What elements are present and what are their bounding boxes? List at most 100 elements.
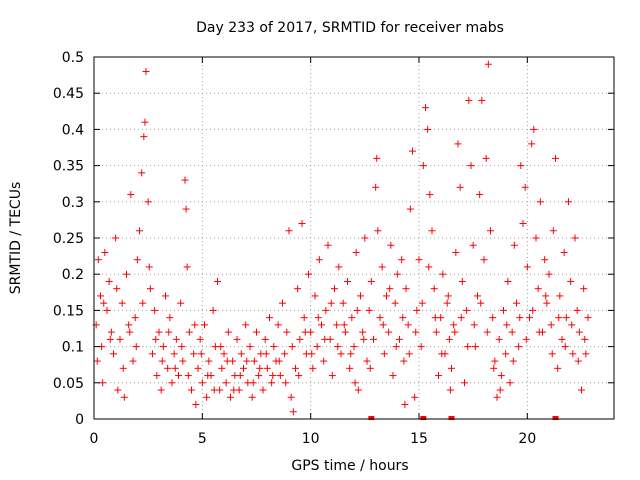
data-point	[504, 277, 512, 285]
y-tick-label: 0.15	[53, 303, 84, 319]
data-point	[565, 198, 572, 206]
data-point	[476, 191, 484, 199]
data-point	[480, 256, 488, 264]
y-tick-label: 0.05	[53, 376, 84, 392]
data-point	[322, 306, 330, 314]
data-point	[334, 343, 342, 351]
data-point	[210, 386, 218, 394]
data-point	[457, 314, 465, 322]
data-point	[287, 393, 295, 401]
data-point	[483, 328, 491, 336]
x-tick-labels: 0 5 10 15 20	[90, 431, 537, 447]
data-point	[289, 408, 297, 416]
data-point	[94, 256, 102, 264]
data-point	[194, 364, 202, 372]
data-point	[493, 393, 501, 401]
data-point	[458, 277, 466, 285]
data-point	[380, 350, 388, 358]
data-point	[405, 350, 413, 358]
data-point	[348, 314, 356, 322]
data-point	[246, 343, 254, 351]
data-point	[190, 350, 198, 358]
data-point	[503, 321, 511, 329]
data-point	[153, 372, 161, 380]
data-point	[321, 335, 329, 343]
data-point	[578, 386, 585, 394]
data-point	[417, 343, 425, 351]
data-point	[489, 314, 497, 322]
data-point	[510, 241, 518, 249]
data-point	[103, 306, 111, 314]
data-point	[205, 357, 213, 365]
data-point	[170, 350, 178, 358]
data-point	[126, 328, 134, 336]
data-point	[268, 379, 276, 387]
data-point	[296, 335, 304, 343]
data-point	[298, 220, 306, 228]
baseline-marker	[368, 416, 375, 420]
data-point	[149, 350, 156, 358]
data-point	[113, 285, 121, 293]
y-tick-labels: 0 0.05 0.1 0.15 0.2 0.25 0.3 0.35 0.4 0.45 0.5	[53, 50, 84, 428]
data-point	[400, 357, 408, 365]
data-point	[114, 386, 122, 394]
y-tick-label: 0.25	[53, 231, 84, 247]
data-point	[256, 364, 264, 372]
y-tick-label: 0.5	[62, 50, 84, 66]
data-point	[366, 364, 374, 372]
data-point	[519, 220, 527, 228]
data-point	[270, 343, 278, 351]
data-point	[386, 285, 394, 293]
data-point	[112, 234, 120, 242]
data-point	[422, 104, 429, 112]
data-point	[162, 292, 169, 300]
data-point	[139, 299, 147, 307]
data-point	[328, 372, 336, 380]
data-point	[542, 292, 550, 300]
data-point	[451, 328, 459, 336]
data-point	[467, 162, 475, 170]
data-point	[279, 299, 286, 307]
x-tick-label: 0	[90, 431, 99, 447]
data-point	[350, 343, 358, 351]
data-point	[484, 60, 492, 68]
data-point	[389, 372, 397, 380]
data-point	[175, 372, 182, 380]
data-point	[152, 335, 160, 343]
y-tick-label: 0.35	[53, 159, 84, 175]
data-point	[379, 321, 387, 329]
data-point	[552, 154, 559, 162]
data-point	[223, 357, 231, 365]
data-point	[495, 335, 503, 343]
data-point	[413, 306, 421, 314]
data-point	[253, 328, 260, 336]
data-point	[454, 140, 462, 148]
data-point	[248, 393, 256, 401]
data-point	[370, 335, 377, 343]
data-point	[324, 241, 332, 249]
data-point	[502, 350, 510, 358]
data-point	[528, 140, 536, 148]
data-point	[425, 263, 433, 271]
data-point	[97, 292, 104, 300]
data-point	[125, 321, 133, 329]
data-point	[562, 314, 570, 322]
data-point	[220, 350, 228, 358]
y-tick-label: 0.45	[53, 86, 84, 102]
data-point	[471, 343, 479, 351]
data-point	[521, 183, 529, 191]
data-point	[568, 321, 576, 329]
y-tick-label: 0.2	[62, 267, 84, 283]
data-point	[311, 292, 319, 300]
data-point	[490, 364, 498, 372]
data-point	[487, 227, 494, 235]
data-point	[574, 357, 582, 365]
x-tick-label: 20	[518, 431, 536, 447]
baseline-marker	[448, 416, 455, 420]
data-point	[373, 154, 381, 162]
x-tick-label: 15	[410, 431, 428, 447]
data-point	[185, 328, 193, 336]
data-point	[168, 379, 176, 387]
data-point	[263, 364, 271, 372]
